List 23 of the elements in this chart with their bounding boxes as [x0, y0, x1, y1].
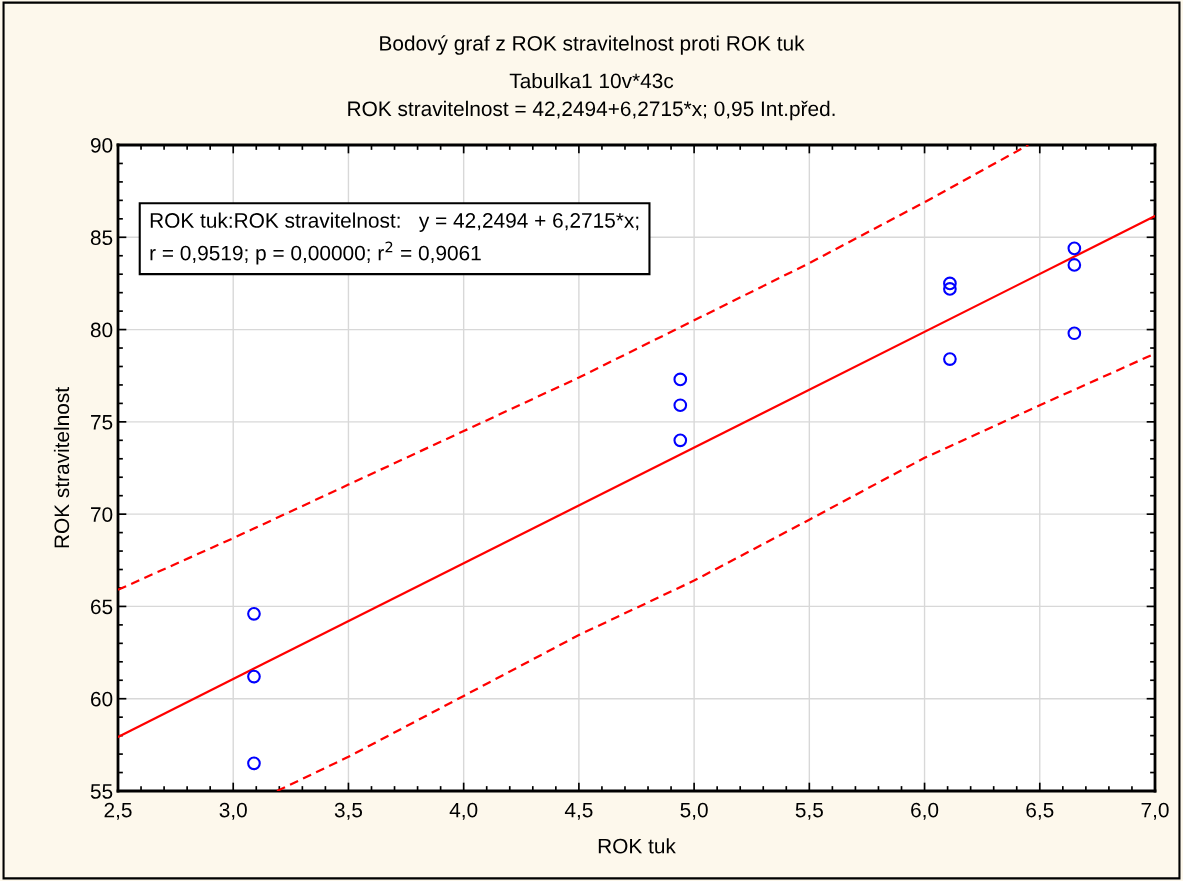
x-axis-title: ROK tuk [598, 838, 676, 854]
x-tick-label: 3,5 [334, 802, 363, 820]
chart-title: Bodový graf z ROK stravitelnost proti ROK tuk [380, 35, 805, 55]
y-tick-label: 65 [91, 599, 113, 615]
y-tick-label: 75 [91, 415, 113, 430]
x-tick-label: 2,5 [104, 802, 132, 820]
x-tick-label: 4,0 [449, 802, 478, 820]
x-tick-label: 6,0 [911, 802, 939, 820]
y-tick-label: 80 [90, 322, 113, 338]
x-tick-label: 3,0 [219, 802, 247, 820]
y-tick-label: 70 [91, 507, 113, 522]
x-tick-label: 5,0 [680, 802, 708, 820]
x-tick-label: 7,0 [1141, 802, 1169, 820]
y-axis-title: ROK stravitelnost [53, 387, 70, 548]
y-tick-label: 90 [90, 138, 113, 153]
x-tick-label: 6,5 [1026, 802, 1054, 820]
x-tick-label: 4,5 [564, 802, 593, 820]
y-tick-label: 60 [91, 691, 113, 707]
y-tick-label: 55 [90, 784, 113, 799]
y-tick-label: 85 [90, 230, 113, 246]
x-tick-label: 5,5 [795, 802, 823, 820]
chart-subtitle: Tabulka1 10v*43c ROK stravitelnost = 42,2494+6,2715*x; 0,95 Int.před. [348, 73, 835, 121]
annotation: ROK tuk:ROK stravitelnost: y = 42,2494 + 6,2715*x; r = 0,9519; p = 0,00000; r$^{2}$ = 0,9061 [150, 212, 639, 265]
